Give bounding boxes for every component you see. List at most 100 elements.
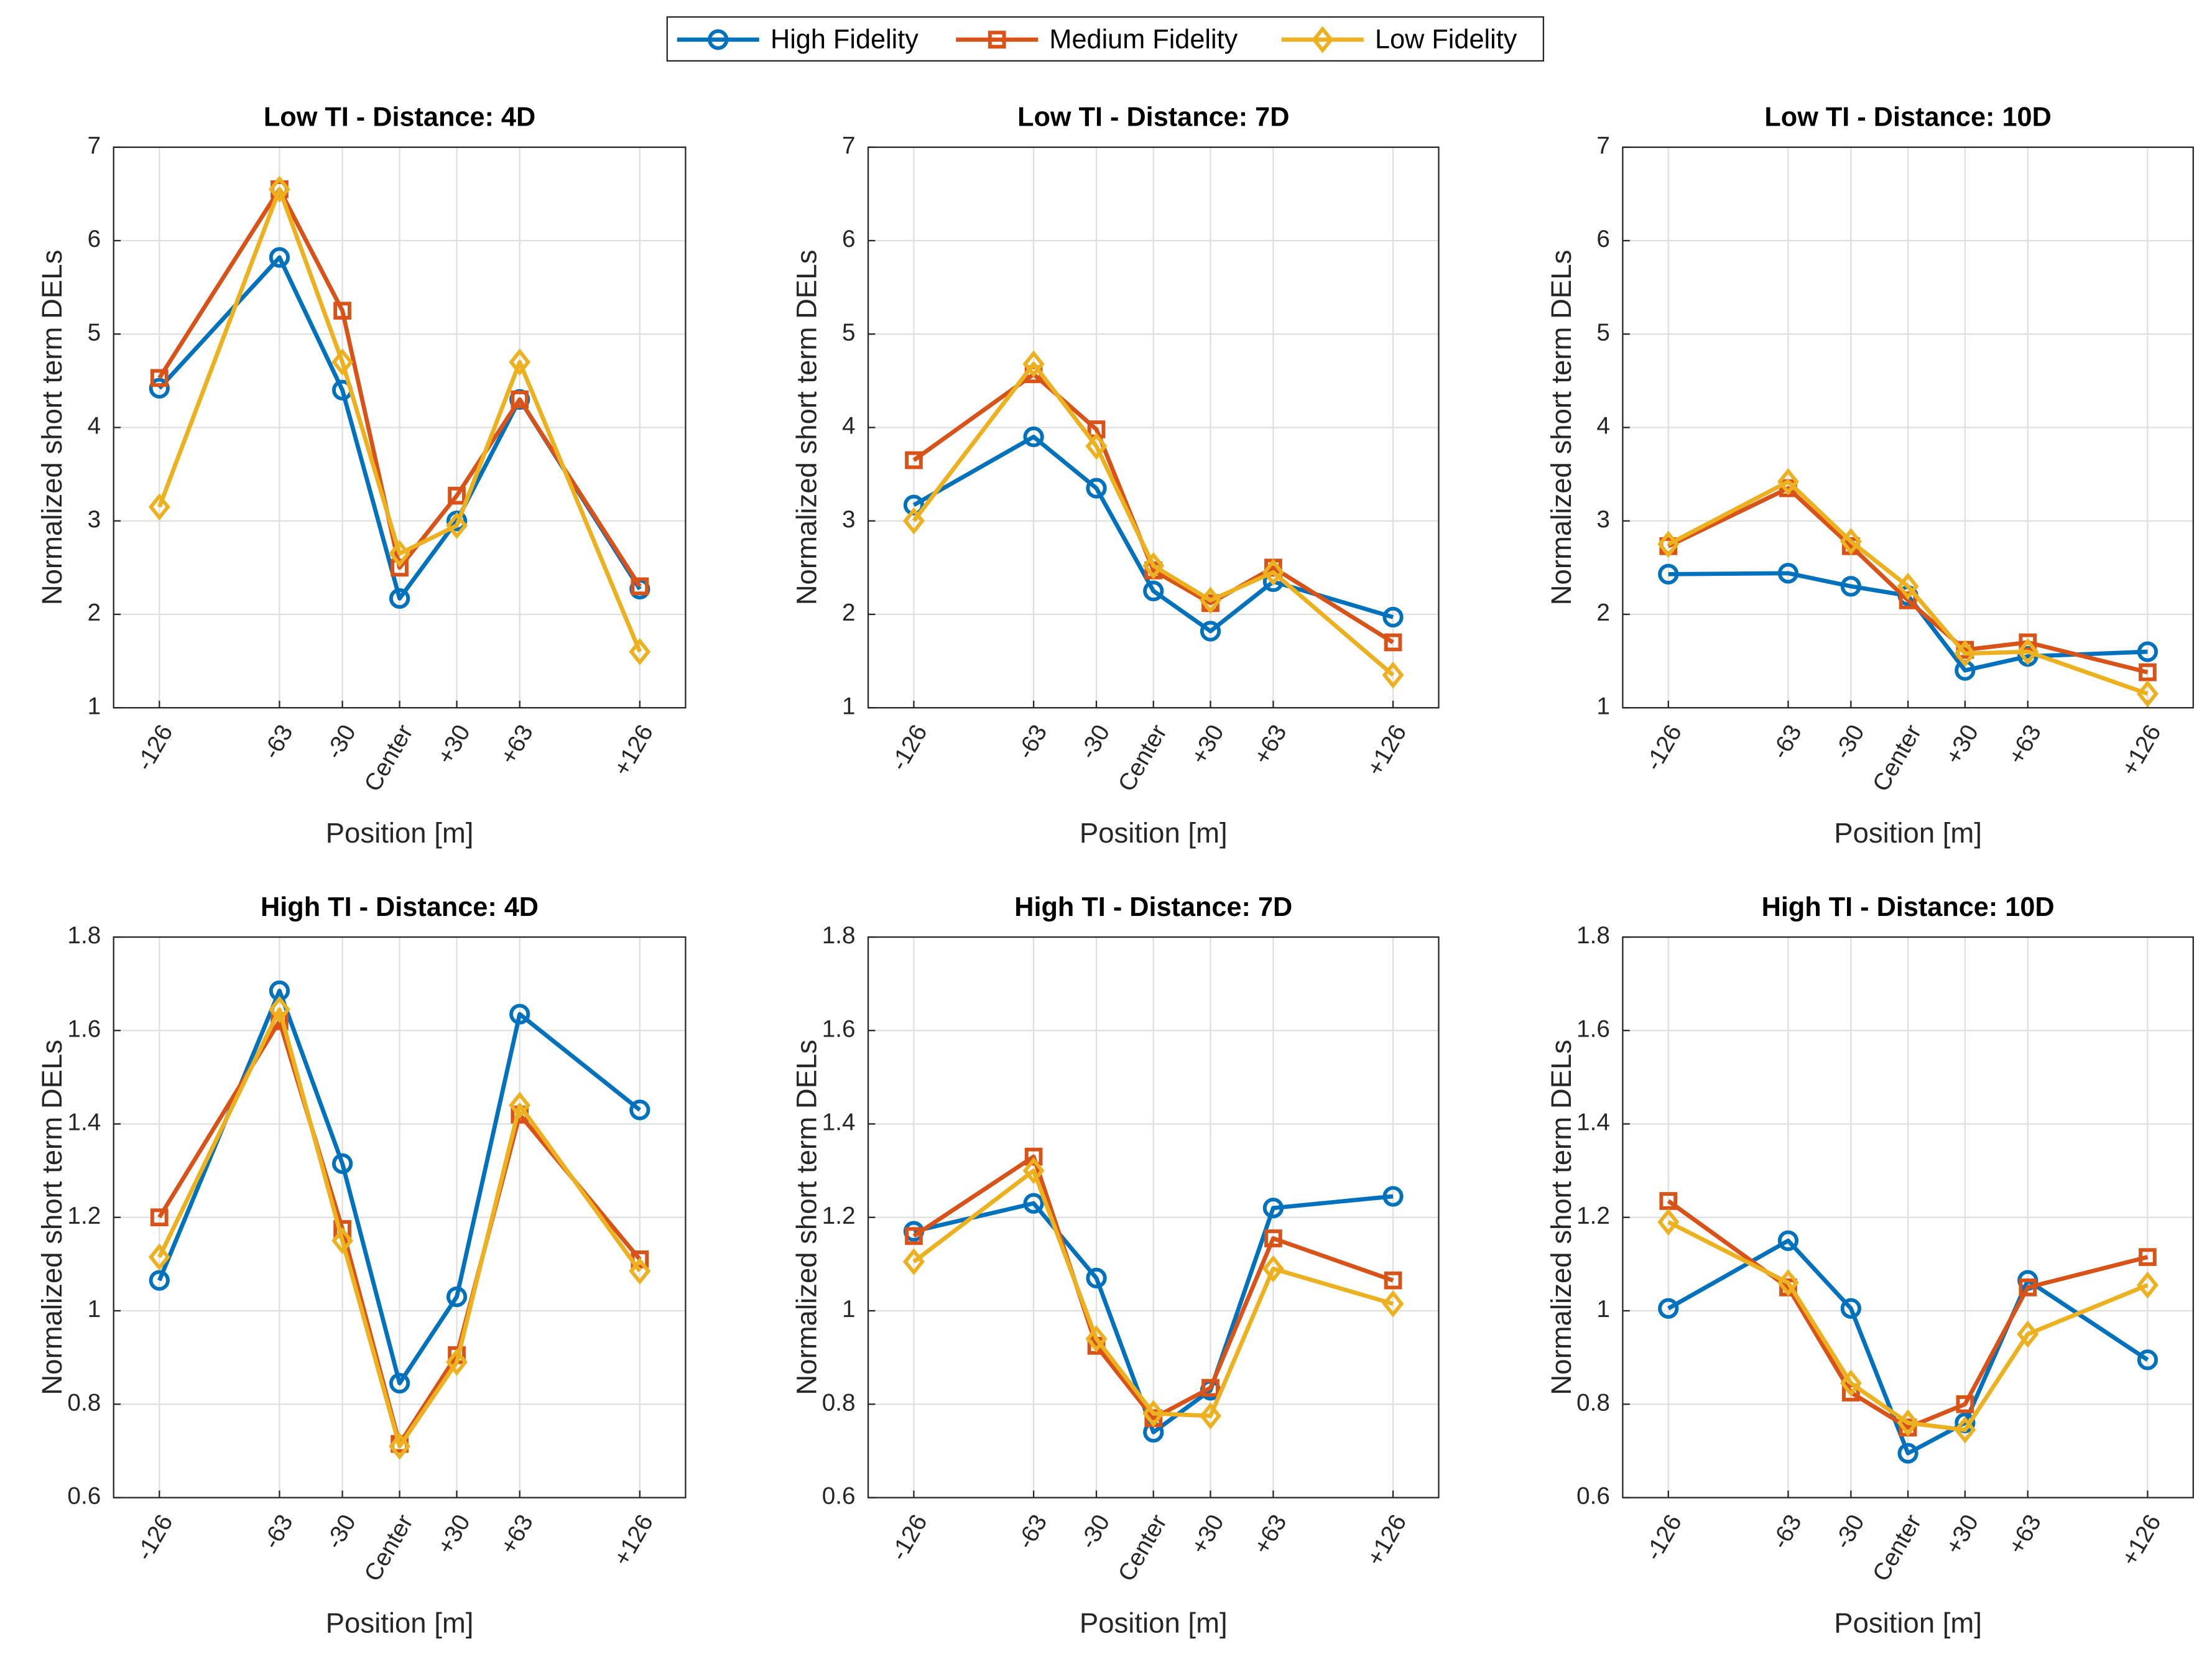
chart-title: High TI - Distance: 7D [1014, 892, 1292, 922]
marker [708, 29, 729, 50]
x-axis-label: Position [m] [326, 1607, 474, 1638]
marker [389, 588, 410, 609]
marker [1200, 586, 1221, 614]
marker [1142, 552, 1165, 580]
x-tick-label: +63 [495, 720, 539, 769]
x-tick-label: -126 [1640, 1510, 1687, 1565]
x-tick-label: -126 [1640, 720, 1687, 775]
y-tick-label: 1.2 [67, 1203, 101, 1229]
x-tick-label: +126 [2116, 1510, 2167, 1570]
marker [389, 1372, 410, 1394]
legend-label: Medium Fidelity [1049, 24, 1238, 54]
series-line [912, 361, 1395, 677]
x-axis-label: Position [m] [1080, 817, 1228, 849]
marker [1085, 1325, 1108, 1352]
marker [268, 175, 290, 203]
marker [631, 577, 649, 596]
marker [149, 1270, 170, 1291]
marker [1657, 1208, 1680, 1236]
marker [903, 494, 925, 515]
x-tick-label: -30 [1075, 1510, 1115, 1553]
marker [391, 558, 409, 577]
marker [1954, 640, 1976, 667]
y-tick-label: 7 [842, 132, 856, 159]
x-tick-label: Center [1113, 720, 1172, 796]
y-tick-label: 1.4 [822, 1109, 856, 1136]
x-tick-label: Center [1867, 1510, 1927, 1586]
marker [150, 369, 169, 387]
x-tick-label: -30 [321, 1510, 361, 1553]
marker [2139, 1248, 2157, 1266]
marker [2017, 1320, 2039, 1348]
series-line [1667, 1220, 2149, 1432]
y-tick-label: 2 [88, 599, 101, 626]
y-axis-label: Normalized short term DELs [1545, 1040, 1577, 1395]
marker [149, 377, 170, 399]
y-tick-label: 1 [1596, 693, 1610, 719]
x-tick-label: +126 [608, 1510, 659, 1570]
series-line [157, 1007, 642, 1449]
marker [2136, 680, 2159, 708]
marker [1023, 426, 1044, 448]
marker [1658, 563, 1679, 585]
marker [1384, 633, 1402, 652]
y-tick-label: 6 [88, 226, 101, 252]
y-tick-label: 5 [1596, 319, 1610, 346]
marker [1142, 1400, 1165, 1428]
marker [1840, 576, 1861, 597]
marker [511, 390, 529, 409]
marker [1201, 1379, 1219, 1397]
y-tick-label: 6 [1596, 226, 1610, 252]
marker [1262, 1255, 1284, 1283]
marker [509, 1091, 531, 1119]
marker [269, 247, 290, 268]
marker [2017, 638, 2039, 665]
marker [1022, 1157, 1045, 1185]
axes-box [113, 936, 687, 1499]
series-line [912, 1154, 1394, 1421]
marker [2137, 641, 2159, 662]
marker [2137, 1349, 2159, 1370]
x-tick-label: +63 [1249, 1510, 1292, 1558]
marker [148, 1243, 170, 1271]
marker [988, 30, 1006, 49]
series-line [1667, 1199, 2149, 1430]
marker [1023, 1193, 1044, 1214]
y-tick-label: 7 [88, 132, 101, 159]
x-tick-label: +30 [1186, 1510, 1229, 1558]
marker [446, 1348, 468, 1376]
y-tick-label: 0.6 [822, 1483, 856, 1510]
marker [1956, 1395, 1974, 1413]
legend-box [666, 16, 1545, 62]
legend-label: High Fidelity [770, 24, 919, 54]
y-tick-label: 0.8 [822, 1389, 856, 1416]
y-tick-label: 0.6 [67, 1483, 101, 1510]
marker [1143, 580, 1164, 602]
marker [2019, 633, 2037, 652]
x-tick-label: +126 [608, 720, 659, 780]
marker [1899, 591, 1917, 609]
x-tick-label: -63 [1767, 1510, 1807, 1553]
x-tick-label: -63 [1012, 1510, 1052, 1553]
series-line [157, 988, 641, 1385]
x-tick-label: +126 [1362, 1510, 1412, 1570]
series-line [913, 1194, 1394, 1435]
marker [446, 512, 468, 540]
marker [333, 302, 351, 320]
y-tick-label: 1.6 [67, 1015, 101, 1042]
marker [1200, 1402, 1221, 1430]
y-tick-label: 1 [1596, 1296, 1610, 1323]
chart-title: High TI - Distance: 4D [261, 892, 539, 922]
marker [1086, 1267, 1107, 1289]
x-tick-label: +30 [1940, 1510, 1984, 1558]
marker [331, 1153, 353, 1174]
y-tick-label: 1.8 [822, 922, 856, 949]
marker [448, 486, 466, 505]
marker [1024, 1147, 1043, 1166]
y-tick-label: 1.2 [1576, 1203, 1610, 1229]
y-axis-label: Normalized short term DELs [790, 1040, 822, 1395]
